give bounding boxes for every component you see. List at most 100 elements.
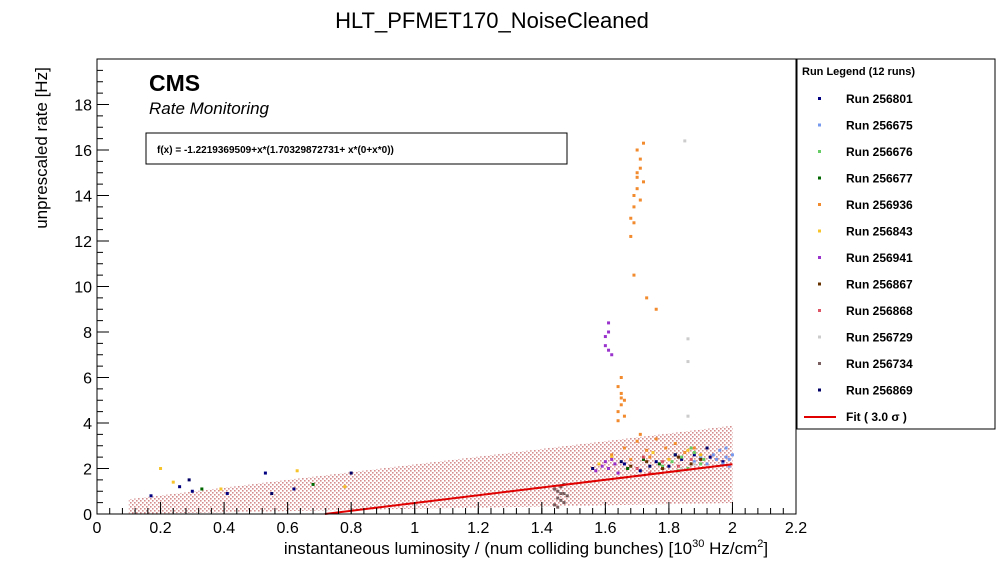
- x-tick-label: 0.2: [149, 520, 171, 537]
- x-axis-label-sup2: 2: [757, 538, 763, 550]
- data-point: [619, 376, 623, 379]
- data-point: [225, 492, 229, 496]
- y-tick-label: 16: [74, 143, 92, 160]
- data-point: [622, 446, 626, 450]
- data-point: [648, 464, 652, 468]
- data-point: [680, 467, 684, 470]
- data-point: [597, 462, 601, 466]
- fit-band: [128, 425, 733, 514]
- data-point: [556, 489, 560, 493]
- data-point: [635, 175, 639, 179]
- x-axis-label-mid: Hz/cm: [704, 539, 757, 558]
- y-tick-label: 0: [83, 507, 92, 524]
- data-point: [178, 485, 182, 489]
- legend-marker: [818, 176, 821, 180]
- data-point: [680, 455, 684, 459]
- data-point: [724, 446, 728, 450]
- data-point: [562, 492, 566, 496]
- data-point: [680, 457, 684, 461]
- legend-marker: [818, 282, 821, 286]
- data-point: [661, 464, 665, 468]
- fit-line: [324, 463, 733, 515]
- data-point: [619, 396, 623, 400]
- data-point: [603, 344, 607, 348]
- data-point: [648, 471, 652, 475]
- data-point: [638, 157, 642, 161]
- data-point: [667, 457, 671, 461]
- data-point: [556, 505, 560, 509]
- data-point: [699, 462, 703, 466]
- data-point: [343, 485, 347, 489]
- legend-marker: [818, 335, 821, 339]
- data-point: [692, 451, 696, 455]
- data-point: [610, 353, 614, 357]
- data-point: [661, 467, 665, 470]
- x-tick-label: 1: [410, 520, 419, 537]
- data-point: [645, 296, 649, 300]
- data-point: [619, 391, 623, 395]
- x-tick-label: 0.6: [277, 520, 299, 537]
- legend-marker: [818, 97, 821, 100]
- legend-fit-label: Fit ( 3.0 σ ): [846, 410, 907, 424]
- data-point: [591, 467, 595, 470]
- data-point: [635, 187, 639, 191]
- x-axis-label-main: instantaneous luminosity / (num collidin…: [284, 539, 692, 558]
- data-point: [200, 487, 204, 491]
- data-point: [556, 496, 560, 500]
- data-point: [635, 439, 639, 443]
- cms-sublabel: Rate Monitoring: [149, 99, 270, 118]
- data-point: [667, 464, 671, 468]
- data-point: [654, 460, 658, 464]
- data-point: [641, 457, 645, 461]
- data-point: [692, 446, 696, 450]
- data-point: [635, 467, 639, 470]
- y-axis-label: unprescaled rate [Hz]: [32, 67, 51, 229]
- data-point: [686, 448, 690, 452]
- fit-line-path: [324, 463, 733, 515]
- y-tick-label: 12: [74, 234, 92, 251]
- data-point: [600, 464, 604, 468]
- data-point: [641, 455, 645, 459]
- data-point: [683, 451, 687, 455]
- legend-marker: [818, 203, 821, 206]
- legend-label: Run 256868: [846, 304, 913, 318]
- data-point: [263, 471, 267, 475]
- data-point: [686, 337, 690, 341]
- data-point: [689, 446, 693, 450]
- x-tick-label: 0.4: [213, 520, 235, 537]
- data-point: [632, 221, 636, 225]
- data-point: [692, 460, 696, 464]
- y-tick-label: 4: [83, 416, 92, 433]
- data-point: [629, 216, 633, 220]
- data-point: [562, 501, 566, 505]
- legend-label: Run 256867: [846, 278, 913, 292]
- data-point: [270, 492, 274, 496]
- data-point: [721, 460, 725, 464]
- data-point: [635, 171, 639, 175]
- data-point: [686, 414, 690, 418]
- data-point: [654, 437, 658, 441]
- data-point: [622, 414, 626, 418]
- data-point: [610, 455, 614, 459]
- x-tick-label: 1.2: [467, 520, 489, 537]
- legend-label: Run 256677: [846, 172, 913, 186]
- data-point: [190, 489, 194, 493]
- data-point: [724, 455, 728, 459]
- data-point: [670, 460, 674, 464]
- data-point: [292, 487, 296, 491]
- y-tick-label: 18: [74, 98, 92, 115]
- legend-label: Run 256941: [846, 251, 913, 265]
- data-point: [635, 148, 639, 152]
- data-point: [673, 453, 677, 457]
- data-point: [559, 498, 563, 502]
- legend-label: Run 256936: [846, 198, 913, 212]
- x-tick-label: 0.8: [340, 520, 362, 537]
- legend-label: Run 256676: [846, 145, 913, 159]
- legend-marker: [818, 123, 821, 127]
- legend-label: Run 256843: [846, 225, 913, 239]
- data-point: [654, 307, 658, 311]
- legend-marker: [818, 256, 821, 259]
- x-axis-label-end: ]: [763, 539, 768, 558]
- data-points: [149, 139, 734, 509]
- data-point: [661, 460, 665, 464]
